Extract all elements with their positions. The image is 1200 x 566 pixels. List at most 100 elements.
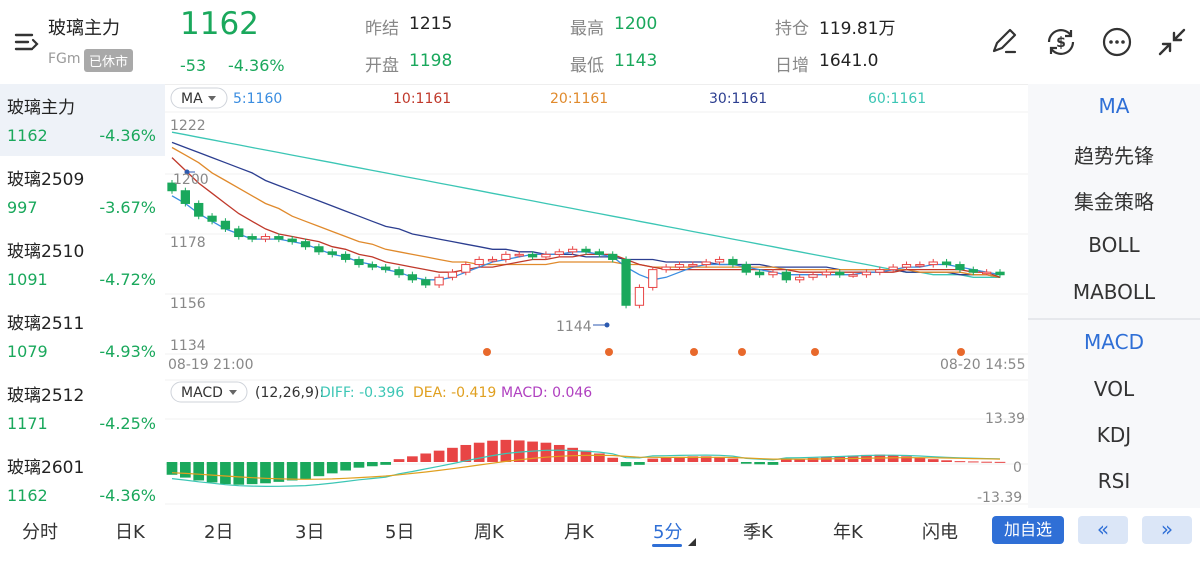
ma-selector[interactable]: MA: [170, 87, 228, 109]
ma60-line: [171, 131, 1000, 278]
contract-name: 玻璃主力: [48, 18, 120, 39]
tab-2day[interactable]: 2日: [204, 522, 234, 543]
indicator-capital-strategy[interactable]: 集金策略: [1074, 190, 1154, 214]
ma-selector-label: MA: [181, 91, 203, 107]
kline-chart[interactable]: MA 5:1160 10:1161 20:1161 30:1161 60:116…: [165, 84, 1028, 508]
macd-bar: [353, 462, 365, 468]
candle-down: [968, 269, 978, 273]
tab-quarterly-k[interactable]: 季K: [743, 522, 773, 543]
ma30-line-path: [171, 141, 1001, 278]
indicator-trend-pioneer[interactable]: 趋势先锋: [1074, 144, 1154, 168]
ma60-label: 60:1161: [868, 91, 926, 107]
macd-bar: [326, 462, 338, 474]
indicator-macd[interactable]: MACD: [1084, 330, 1144, 354]
menu-filter-icon[interactable]: [14, 30, 40, 54]
tab-5min[interactable]: 5分: [653, 522, 683, 543]
indicator-kdj[interactable]: KDJ: [1096, 423, 1132, 447]
period-tab-bar: 分时 日K 2日 3日 5日 周K 月K 5分 季K 年K 闪电 加自选 « »: [0, 508, 1200, 566]
high-label: 1200: [173, 172, 209, 188]
macd-bar: [487, 440, 498, 462]
contract-item-2511[interactable]: 玻璃2511 1079 -4.93%: [0, 300, 165, 372]
price-change: -53: [180, 56, 207, 75]
macd-bar: [634, 462, 645, 465]
candle-down: [741, 264, 751, 273]
candle-up: [661, 266, 671, 271]
candle-down: [621, 258, 631, 306]
macd-bar: [660, 457, 672, 462]
contract-item-main[interactable]: 玻璃主力 1162 -4.36%: [0, 84, 165, 156]
candle-up: [848, 274, 858, 277]
indicator-vol[interactable]: VOL: [1093, 377, 1135, 401]
contract-item-price: 1171: [7, 414, 48, 433]
high-marker: 1200: [173, 169, 209, 188]
macd-bar: [380, 462, 392, 465]
ma10-label: 10:1161: [393, 91, 451, 107]
svg-text:$: $: [1056, 35, 1066, 51]
ma60-line-path: [171, 131, 1000, 278]
tab-3day[interactable]: 3日: [295, 522, 325, 543]
macd-bar: [193, 462, 205, 481]
tab-flash[interactable]: 闪电: [922, 522, 958, 543]
candle-up: [474, 258, 484, 266]
indicator-ma[interactable]: MA: [1098, 94, 1130, 118]
candle-up: [808, 274, 818, 278]
candle-down: [955, 264, 965, 271]
currency-exchange-icon[interactable]: $: [1043, 24, 1079, 60]
tab-intraday[interactable]: 分时: [22, 522, 58, 543]
collapse-icon[interactable]: [1154, 24, 1190, 60]
tab-5day[interactable]: 5日: [385, 522, 415, 543]
macd-y-top: 13.39: [985, 411, 1025, 427]
macd-selector-label: MACD: [181, 385, 223, 401]
macd-bar: [740, 462, 752, 464]
contract-item-2512[interactable]: 玻璃2512 1171 -4.25%: [0, 372, 165, 444]
indicator-panel: MA 趋势先锋 集金策略 BOLL MABOLL MACD VOL KDJ RS…: [1028, 84, 1200, 508]
tab-daily-k[interactable]: 日K: [115, 522, 145, 543]
candle-down: [207, 215, 217, 222]
event-markers: [483, 348, 965, 356]
macd-bar: [500, 439, 512, 462]
tab-weekly-k[interactable]: 周K: [474, 522, 504, 543]
candle-up: [928, 261, 938, 266]
candle-down: [194, 202, 204, 217]
contract-item-2509[interactable]: 玻璃2509 997 -3.67%: [0, 156, 165, 228]
candle-up: [875, 269, 885, 273]
contract-item-name: 玻璃2509: [7, 170, 85, 190]
indicator-rsi[interactable]: RSI: [1097, 469, 1131, 493]
next-button[interactable]: »: [1142, 516, 1192, 544]
macd-selector[interactable]: MACD: [170, 381, 248, 403]
macd-histogram: [166, 439, 1006, 485]
macd-bar: [513, 440, 525, 462]
ma30-label: 30:1161: [709, 91, 767, 107]
more-icon[interactable]: [1099, 24, 1135, 60]
tab-monthly-k[interactable]: 月K: [564, 522, 594, 543]
prev-button[interactable]: «: [1078, 516, 1128, 544]
contract-item-2601[interactable]: 玻璃2601 1162 -4.36%: [0, 444, 165, 516]
candle-down: [995, 271, 1005, 276]
time-start-label: 08-19 21:00: [168, 357, 253, 373]
indicator-boll[interactable]: BOLL: [1088, 233, 1140, 257]
macd-bar: [260, 462, 271, 484]
tab-yearly-k[interactable]: 年K: [833, 522, 863, 543]
macd-bar: [246, 462, 258, 485]
macd-bar: [754, 462, 765, 465]
macd-bar: [794, 458, 806, 462]
macd-bar: [927, 459, 939, 462]
contract-item-price: 1162: [7, 486, 48, 505]
pen-icon[interactable]: [986, 24, 1022, 60]
contract-item-2510[interactable]: 玻璃2510 1091 -4.72%: [0, 228, 165, 300]
macd-bar: [540, 442, 552, 462]
contract-item-change: -4.93%: [99, 342, 156, 361]
tab-dropdown-icon[interactable]: [688, 538, 696, 546]
candle-up: [714, 258, 725, 263]
macd-bar: [607, 457, 619, 462]
macd-diff-label: DIFF: -0.396: [320, 385, 404, 401]
candle-up: [915, 264, 925, 267]
indicator-maboll[interactable]: MABOLL: [1072, 280, 1156, 304]
candle-down: [327, 251, 337, 255]
candle-up: [514, 253, 524, 257]
macd-bar: [233, 462, 245, 485]
add-watchlist-button[interactable]: 加自选: [992, 516, 1064, 544]
candle-up: [982, 271, 992, 275]
macd-bar: [527, 441, 538, 462]
macd-bar: [553, 444, 565, 462]
